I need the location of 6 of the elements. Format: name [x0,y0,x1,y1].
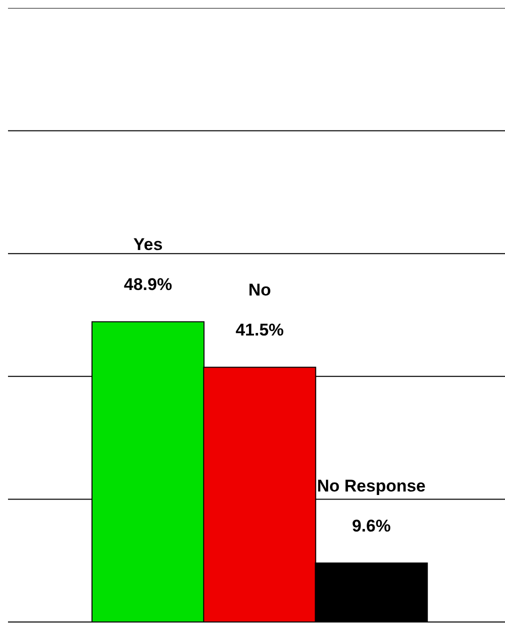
x-tick-label: No Response [317,476,426,496]
data-label: 9.6% [352,516,391,536]
data-label: 41.5% [236,320,284,340]
data-label: 48.9% [124,275,172,294]
x-tick-label: No [248,280,272,300]
x-tick-label: Yes [133,235,163,254]
